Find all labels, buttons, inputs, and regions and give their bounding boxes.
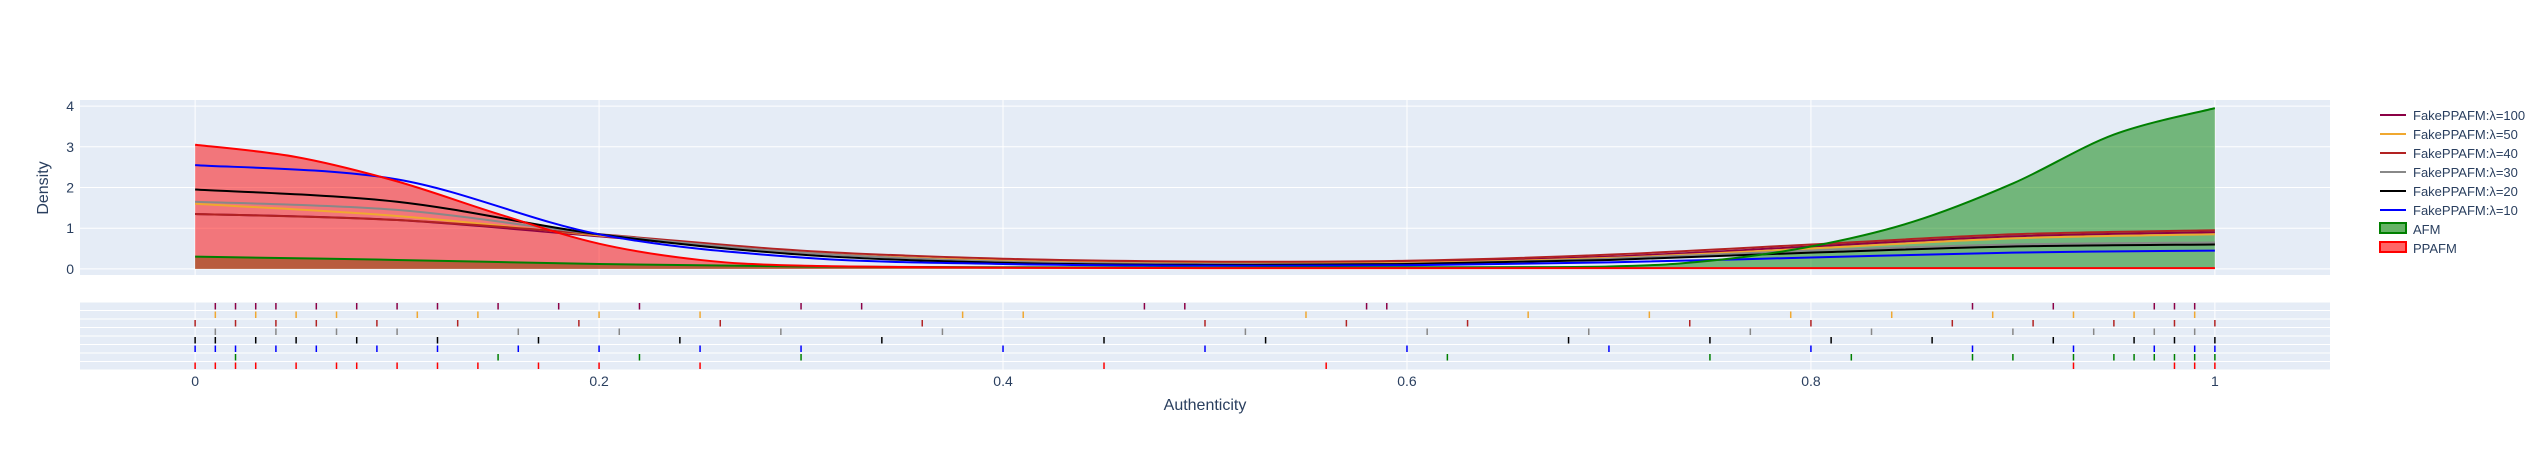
x-tick-label: 0 [191, 373, 199, 389]
legend-label: FakePPAFM:λ=10 [2413, 203, 2518, 218]
legend-swatch [2379, 222, 2407, 234]
y-tick-label: 3 [66, 139, 74, 155]
x-tick-label: 0.4 [993, 373, 1013, 389]
rug-plot [194, 303, 2216, 369]
x-tick-label: 0.6 [1397, 373, 1417, 389]
y-tick-label: 0 [66, 261, 74, 277]
legend-label: FakePPAFM:λ=20 [2413, 184, 2518, 199]
legend-label: FakePPAFM:λ=100 [2413, 108, 2525, 123]
legend-swatch [2379, 241, 2407, 253]
legend-item[interactable]: FakePPAFM:λ=20 [2380, 184, 2518, 199]
x-tick-label: 1 [2211, 373, 2219, 389]
x-axis-title: Authenticity [1164, 397, 1247, 414]
x-tick-label: 0.8 [1801, 373, 1821, 389]
legend-label: AFM [2413, 222, 2440, 237]
line-fakeppafm-40 [195, 212, 2215, 263]
legend-label: FakePPAFM:λ=40 [2413, 146, 2518, 161]
y-tick-label: 2 [66, 180, 74, 196]
legend-item[interactable]: PPAFM [2379, 241, 2457, 256]
legend-label: PPAFM [2413, 241, 2457, 256]
density-lines [195, 107, 2216, 270]
legend-item[interactable]: FakePPAFM:λ=50 [2380, 127, 2518, 142]
x-tick-label: 0.2 [589, 373, 609, 389]
legend-item[interactable]: FakePPAFM:λ=30 [2380, 165, 2518, 180]
y-axis-title: Density [35, 161, 52, 214]
legend-item[interactable]: FakePPAFM:λ=10 [2380, 203, 2518, 218]
legend[interactable]: FakePPAFM:λ=100 FakePPAFM:λ=50 FakePPAFM:λ… [2379, 108, 2525, 256]
legend-label: FakePPAFM:λ=30 [2413, 165, 2518, 180]
legend-item[interactable]: FakePPAFM:λ=100 [2380, 108, 2525, 123]
axis-ticks: 0 0.2 0.4 0.6 0.8 1 0 1 2 3 4 [66, 98, 2219, 389]
y-tick-label: 4 [66, 98, 74, 114]
legend-item[interactable]: FakePPAFM:λ=40 [2380, 146, 2518, 161]
y-tick-label: 1 [66, 220, 74, 236]
line-fakeppafm-10 [195, 164, 2215, 267]
legend-label: FakePPAFM:λ=50 [2413, 127, 2518, 142]
area-ppafm [195, 144, 2215, 269]
area-edge-ppafm [195, 143, 2215, 270]
legend-item[interactable]: AFM [2379, 222, 2440, 237]
